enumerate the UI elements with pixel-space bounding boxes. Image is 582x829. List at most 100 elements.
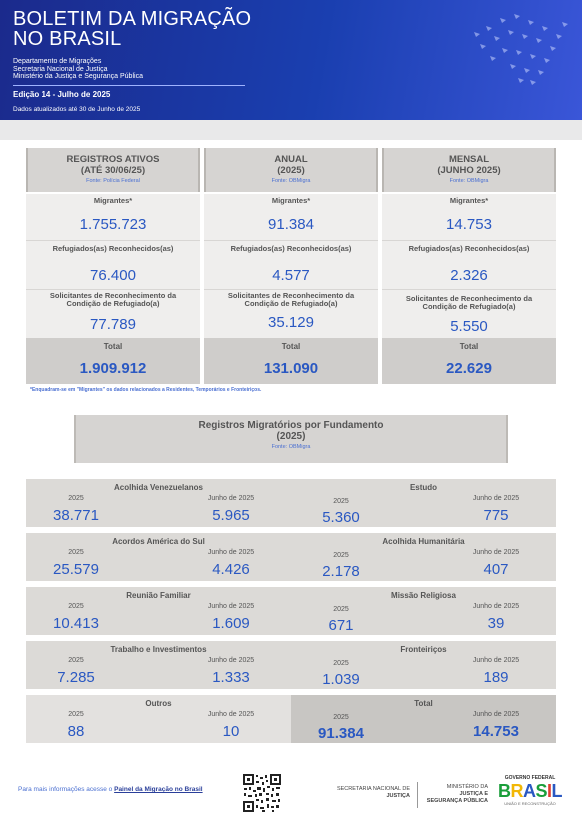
month-value: 10: [222, 723, 240, 740]
updated-label: Dados atualizados até 30 de Junho de 202…: [13, 106, 141, 113]
department-info: Departamento de Migrações Secretaria Nac…: [13, 58, 143, 81]
qr-code-icon[interactable]: [242, 773, 282, 813]
row-separator: [204, 289, 378, 290]
migrantes-label: Migrantes*: [271, 196, 311, 205]
summary-column-mensal: MENSAL (JUNHO 2025) Fonte: OBMigra Migra…: [382, 148, 556, 384]
solicitantes-label: Solicitantes de Reconhecimento da Condiç…: [30, 292, 196, 308]
fundamento-name: Estudo: [409, 483, 438, 492]
total-box: Total 1.909.912: [26, 338, 200, 384]
migrantes-label: Migrantes*: [93, 196, 133, 205]
summary-column-registros-ativos: REGISTROS ATIVOS (ATÉ 30/06/25) Fonte: P…: [26, 148, 200, 384]
fundamento-name: Trabalho e Investimentos: [110, 645, 207, 654]
refugiados-value: 4.577: [272, 267, 310, 284]
month-label: Junho de 2025: [207, 711, 255, 718]
month-value: 407: [483, 561, 509, 578]
year-value: 10.413: [53, 615, 99, 632]
sec-line-1: SECRETARIA NACIONAL DE: [336, 786, 410, 792]
refugiados-value: 2.326: [450, 267, 488, 284]
fundamento-name: Acolhida Humanitária: [382, 537, 465, 546]
year-value: 91.384: [318, 725, 364, 742]
column-header: REGISTROS ATIVOS (ATÉ 30/06/25) Fonte: P…: [26, 148, 200, 192]
year-label: 2025: [333, 660, 349, 667]
fundamento-cell: Acolhida Humanitária 2025 Junho de 2025 2.1…: [291, 533, 556, 581]
solicitantes-label-line-1: Solicitantes de Reconhecimento da: [227, 291, 355, 300]
month-value: 775: [483, 507, 509, 524]
month-value: 1.609: [212, 615, 250, 632]
sec-line-2: JUSTIÇA: [386, 793, 410, 799]
year-label: 2025: [68, 603, 84, 610]
summary-table: REGISTROS ATIVOS (ATÉ 30/06/25) Fonte: P…: [26, 148, 556, 384]
fundamento-name: Reunião Familiar: [126, 591, 191, 600]
year-value: 7.285: [57, 669, 95, 686]
column-source: Fonte: OBMigra: [449, 178, 489, 184]
refugiados-label: Refugiados(as) Reconhecidos(as): [408, 244, 530, 253]
dept-line-2: Secretaria Nacional de Justiça: [13, 65, 108, 73]
fundamento-name: Acordos América do Sul: [112, 537, 205, 546]
fundamento-cell: Trabalho e Investimentos 2025 Junho de 202…: [26, 641, 291, 689]
row-separator: [26, 240, 200, 241]
year-label: 2025: [68, 549, 84, 556]
fundamento-grid: Acolhida Venezuelanos 2025 Junho de 2025 38…: [26, 479, 556, 744]
fundamento-cell: Outros 2025 Junho de 2025 88 10: [26, 695, 291, 743]
year-value: 5.360: [322, 509, 360, 526]
title-line-2: NO BRASIL: [13, 28, 122, 50]
min-line-1: MINISTÉRIO DA: [446, 784, 488, 790]
column-source: Fonte: Polícia Federal: [86, 178, 140, 184]
fundamento-cell: Acolhida Venezuelanos 2025 Junho de 2025 38…: [26, 479, 291, 527]
column-header: MENSAL (JUNHO 2025) Fonte: OBMigra: [382, 148, 556, 192]
total-label: Total: [459, 342, 479, 351]
month-label: Junho de 2025: [472, 603, 520, 610]
solicitantes-label-line-1: Solicitantes de Reconhecimento da: [405, 294, 533, 303]
footnote: *Enquadram-se em "Migrantes" os dados re…: [30, 387, 262, 393]
solicitantes-label: Solicitantes de Reconhecimento da Condiç…: [386, 295, 552, 311]
month-value: 4.426: [212, 561, 250, 578]
column-header: ANUAL (2025) Fonte: OBMigra: [204, 148, 378, 192]
footer-info-prefix: Para mais informações acesse o: [18, 786, 115, 793]
painel-link[interactable]: Painel da Migração no Brasil: [114, 786, 203, 793]
column-title: REGISTROS ATIVOS (ATÉ 30/06/25): [28, 148, 198, 176]
total-label: Total: [281, 342, 301, 351]
migrantes-value: 91.384: [268, 216, 314, 233]
fundamento-cell: Reunião Familiar 2025 Junho de 2025 10.413 1…: [26, 587, 291, 635]
refugiados-label: Refugiados(as) Reconhecidos(as): [52, 244, 174, 253]
fundamento-title-box: Registros Migratórios por Fundamento (20…: [74, 415, 508, 463]
column-title: MENSAL (JUNHO 2025): [384, 148, 554, 176]
year-label: 2025: [68, 495, 84, 502]
column-title-line-2: (2025): [277, 165, 305, 176]
year-label: 2025: [68, 657, 84, 664]
solicitantes-value: 77.789: [90, 316, 136, 333]
month-value: 39: [487, 615, 505, 632]
month-value: 5.965: [212, 507, 250, 524]
month-value: 1.333: [212, 669, 250, 686]
fundamento-title-line-1: Registros Migratórios por Fundamento: [198, 420, 384, 431]
migrantes-value: 14.753: [446, 216, 492, 233]
year-label: 2025: [333, 606, 349, 613]
row-separator: [382, 240, 556, 241]
month-label: Junho de 2025: [207, 549, 255, 556]
month-label: Junho de 2025: [207, 657, 255, 664]
fundamento-name: Acolhida Venezuelanos: [114, 483, 203, 492]
header-divider: [13, 85, 245, 86]
page-title: BOLETIM DA MIGRAÇÃO NO BRASIL: [13, 9, 251, 49]
gov-sub-label: UNIÃO E RECONSTRUÇÃO: [504, 801, 556, 806]
refugiados-value: 76.400: [90, 267, 136, 284]
month-label: Junho de 2025: [472, 711, 520, 718]
month-value: 189: [483, 669, 509, 686]
governo-federal-logo: GOVERNO FEDERAL BRASIL UNIÃO E RECONSTRU…: [492, 775, 568, 813]
total-value: 1.909.912: [79, 360, 147, 377]
solicitantes-value: 35.129: [268, 314, 314, 331]
dept-line-1: Departamento de Migrações: [13, 58, 102, 65]
column-title-line-2: (JUNHO 2025): [437, 165, 501, 176]
solicitantes-label-line-2: Condição de Refugiado(a): [244, 299, 338, 308]
month-label: Junho de 2025: [472, 549, 520, 556]
total-value: 22.629: [446, 360, 492, 377]
fundamento-name: Missão Religiosa: [391, 591, 456, 600]
year-value: 88: [67, 723, 85, 740]
edition-label: Edição 14 - Julho de 2025: [13, 90, 111, 99]
fundamento-name: Outros: [145, 699, 172, 708]
solicitantes-value: 5.550: [450, 318, 488, 335]
header-banner: BOLETIM DA MIGRAÇÃO NO BRASIL Departamen…: [0, 0, 582, 120]
total-value: 131.090: [263, 360, 319, 377]
fundamento-cell: Acordos América do Sul 2025 Junho de 2025 2…: [26, 533, 291, 581]
summary-column-anual: ANUAL (2025) Fonte: OBMigra Migrantes* 9…: [204, 148, 378, 384]
